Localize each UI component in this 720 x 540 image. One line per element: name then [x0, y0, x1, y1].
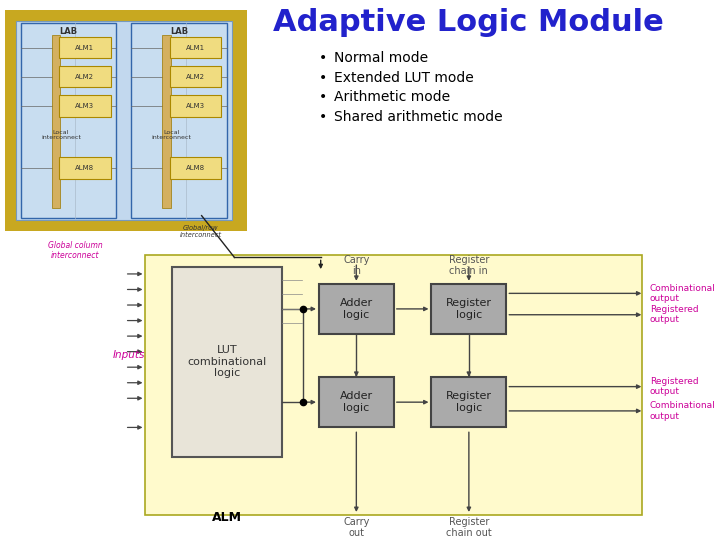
Text: Inputs: Inputs [112, 349, 145, 360]
Text: Carry
in: Carry in [343, 254, 369, 276]
Text: Register
logic: Register logic [446, 298, 492, 320]
Text: •: • [318, 110, 327, 124]
Bar [59, 95, 111, 117]
Bar [5, 10, 247, 22]
Text: LAB: LAB [59, 26, 78, 36]
Bar [319, 377, 394, 428]
Bar [145, 254, 642, 515]
Bar [5, 10, 247, 231]
Bar [59, 37, 111, 58]
Bar [21, 23, 117, 218]
Bar [431, 284, 506, 334]
Bar [319, 284, 394, 334]
Text: ALM2: ALM2 [186, 74, 205, 80]
Text: Carry
out: Carry out [343, 517, 369, 538]
Bar [170, 157, 221, 179]
Bar [235, 10, 247, 231]
Text: Global/row
interconnect: Global/row interconnect [179, 225, 222, 238]
Text: Arithmetic mode: Arithmetic mode [334, 90, 450, 104]
Text: Normal mode: Normal mode [334, 51, 428, 65]
Bar [5, 220, 247, 231]
Text: ALM8: ALM8 [186, 165, 205, 171]
Text: ALM8: ALM8 [76, 165, 94, 171]
Text: Combinational
output: Combinational output [650, 284, 716, 303]
Bar [59, 157, 111, 179]
Text: Registered
output: Registered output [650, 305, 698, 325]
Text: Combinational
output: Combinational output [650, 401, 716, 421]
Bar [131, 23, 227, 218]
Text: Adder
logic: Adder logic [340, 392, 373, 413]
Text: Global column
interconnect: Global column interconnect [48, 241, 102, 260]
Text: Local
interconnect: Local interconnect [152, 130, 192, 140]
Text: Extended LUT mode: Extended LUT mode [334, 71, 474, 85]
Bar [171, 267, 282, 456]
Text: Register
chain out: Register chain out [446, 517, 492, 538]
Text: Register
logic: Register logic [446, 392, 492, 413]
Text: ALM3: ALM3 [76, 103, 94, 109]
Text: Adaptive Logic Module: Adaptive Logic Module [274, 8, 665, 37]
Text: Registered
output: Registered output [650, 377, 698, 396]
Text: •: • [318, 51, 327, 65]
Text: LUT
combinational
logic: LUT combinational logic [187, 345, 266, 379]
Bar [5, 10, 16, 231]
Text: ALM3: ALM3 [186, 103, 205, 109]
Text: •: • [318, 71, 327, 85]
Text: ALM1: ALM1 [76, 45, 94, 51]
Text: Adder
logic: Adder logic [340, 298, 373, 320]
Text: LAB: LAB [170, 26, 188, 36]
Text: •: • [318, 90, 327, 104]
Text: ALM2: ALM2 [76, 74, 94, 80]
Bar [16, 22, 232, 220]
Bar [59, 66, 111, 87]
Bar [170, 95, 221, 117]
Bar [170, 37, 221, 58]
Text: Local
interconnect: Local interconnect [41, 130, 81, 140]
Text: Shared arithmetic mode: Shared arithmetic mode [334, 110, 503, 124]
Bar [162, 35, 171, 208]
Text: Register
chain in: Register chain in [449, 254, 489, 276]
Text: ALM: ALM [212, 511, 242, 524]
Bar [170, 66, 221, 87]
Bar [52, 35, 60, 208]
Bar [431, 377, 506, 428]
Text: ALM1: ALM1 [186, 45, 205, 51]
